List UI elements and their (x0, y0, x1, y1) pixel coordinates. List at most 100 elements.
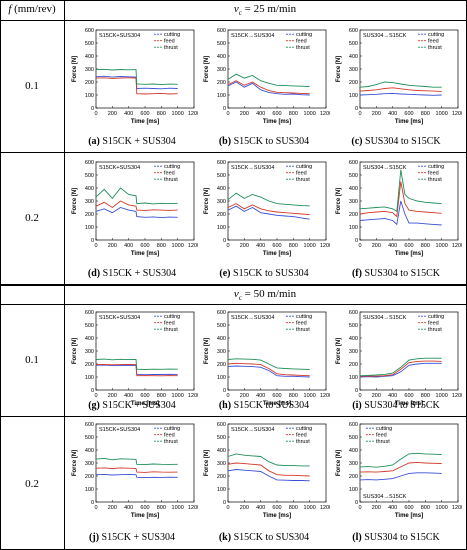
series-line-thrust (227, 358, 310, 370)
series-line-thrust (359, 357, 442, 377)
chart-inset-label: S15CK+SUS304 (99, 33, 140, 39)
plot-frame (227, 311, 327, 391)
x-tick-label: 200 (372, 393, 381, 399)
x-tick-label: 200 (372, 505, 381, 511)
legend-label: thrust (428, 177, 442, 183)
x-tick-label: 200 (108, 393, 117, 399)
series-line-feed (227, 362, 310, 377)
legend-label: cutting (296, 32, 312, 38)
y-tick-label: 400 (349, 54, 358, 60)
x-axis-label: Time [ms] (263, 401, 291, 407)
caption-letter: (l) (352, 532, 362, 543)
x-tick-label: 600 (272, 505, 281, 511)
legend-label: feed (164, 171, 175, 177)
series-line-feed (359, 461, 442, 473)
series-line-thrust (227, 73, 310, 87)
y-tick-label: 600 (85, 28, 94, 34)
x-tick-label: 600 (140, 243, 149, 249)
table-rule (0, 284, 467, 286)
chart-inset-label: S15CK→SUS304 (231, 315, 274, 321)
y-tick-label: 400 (217, 54, 226, 60)
chart-caption-g: (g) S15CK + SUS304 (64, 400, 200, 411)
y-tick-label: 100 (85, 225, 94, 231)
y-axis-label: Force [N] (72, 338, 78, 364)
x-tick-label: 0 (94, 505, 97, 511)
table-rule (0, 20, 467, 21)
plot-frame (359, 29, 459, 109)
y-tick-label: 400 (217, 448, 226, 454)
series-line-cutting (227, 205, 310, 220)
x-tick-label: 400 (124, 243, 133, 249)
feed-value: 0.1 (25, 354, 39, 366)
x-axis-label: Time [ms] (395, 119, 423, 125)
series-line-feed (95, 77, 178, 95)
chart-inset-label: S15CK→SUS304 (231, 33, 274, 39)
y-tick-label: 500 (349, 435, 358, 441)
x-tick-label: 1200 (452, 243, 462, 249)
force-chart-g: 0 100 200 300 400 500 600 0 200 400 600 800 1000 1200… (72, 310, 198, 407)
x-tick-label: 1200 (188, 393, 198, 399)
y-axis-label: Force [N] (336, 56, 342, 82)
x-axis-label: Time [ms] (131, 401, 159, 407)
force-chart-d: 0 100 200 300 400 500 600 0 200 400 600 800 1000 1200… (72, 160, 198, 257)
speed-header-50: vc = 50 m/min (233, 288, 297, 303)
y-tick-label: 300 (349, 461, 358, 467)
plot-frame (359, 311, 459, 391)
legend-label: feed (296, 39, 307, 45)
y-tick-label: 300 (217, 199, 226, 205)
y-tick-label: 0 (355, 106, 358, 112)
y-tick-label: 0 (223, 106, 226, 112)
force-chart-j: 0 100 200 300 400 500 600 0 200 400 600 800 1000 1200… (72, 422, 198, 519)
caption-letter: (d) (87, 268, 101, 279)
caption-letter: (h) (218, 400, 232, 411)
force-chart-h: 0 100 200 300 400 500 600 0 200 400 600 800 1000 1200… (204, 310, 330, 407)
legend-label: thrust (376, 439, 390, 445)
y-tick-label: 0 (91, 388, 94, 394)
y-tick-label: 600 (85, 160, 94, 166)
y-tick-label: 400 (85, 336, 94, 342)
x-tick-label: 600 (272, 243, 281, 249)
x-tick-label: 200 (108, 505, 117, 511)
y-tick-label: 100 (85, 375, 94, 381)
series-line-cutting (359, 200, 442, 226)
caption-letter: (f) (351, 268, 362, 279)
y-tick-label: 200 (349, 80, 358, 86)
legend-label: feed (164, 39, 175, 45)
y-tick-label: 100 (349, 93, 358, 99)
x-tick-label: 600 (140, 393, 149, 399)
x-tick-label: 400 (256, 243, 265, 249)
legend-label: thrust (164, 439, 178, 445)
y-tick-label: 0 (91, 500, 94, 506)
y-axis-label: Force [N] (336, 188, 342, 214)
x-tick-label: 200 (240, 393, 249, 399)
chart-inset-label: SUS304→S15CK (363, 315, 407, 321)
y-tick-label: 300 (85, 461, 94, 467)
x-tick-label: 800 (157, 111, 166, 117)
y-tick-label: 400 (349, 186, 358, 192)
y-tick-label: 0 (355, 238, 358, 244)
x-tick-label: 1000 (172, 505, 184, 511)
series-line-cutting (95, 207, 178, 219)
legend-label: feed (428, 39, 439, 45)
x-tick-label: 1200 (452, 111, 462, 117)
y-tick-label: 500 (349, 41, 358, 47)
x-tick-label: 1000 (436, 505, 448, 511)
y-tick-label: 100 (85, 487, 94, 493)
speed-header-25: vc = 25 m/min (233, 3, 297, 18)
series-line-thrust (359, 452, 442, 468)
y-tick-label: 500 (349, 173, 358, 179)
x-tick-label: 800 (421, 243, 430, 249)
y-axis-label: Force [N] (204, 338, 210, 364)
caption-text: S15CK to SUS304 (231, 136, 310, 147)
legend-label: feed (296, 321, 307, 327)
chart-caption-l: (l) SUS304 to S15CK (328, 532, 464, 543)
x-tick-label: 1000 (172, 243, 184, 249)
chart-caption-d: (d) S15CK + SUS304 (64, 268, 200, 279)
y-tick-label: 100 (217, 93, 226, 99)
y-tick-label: 200 (85, 212, 94, 218)
x-tick-label: 1000 (304, 505, 316, 511)
caption-letter: (b) (218, 136, 232, 147)
series-line-feed (95, 467, 178, 473)
y-tick-label: 100 (349, 375, 358, 381)
series-line-cutting (359, 92, 442, 96)
